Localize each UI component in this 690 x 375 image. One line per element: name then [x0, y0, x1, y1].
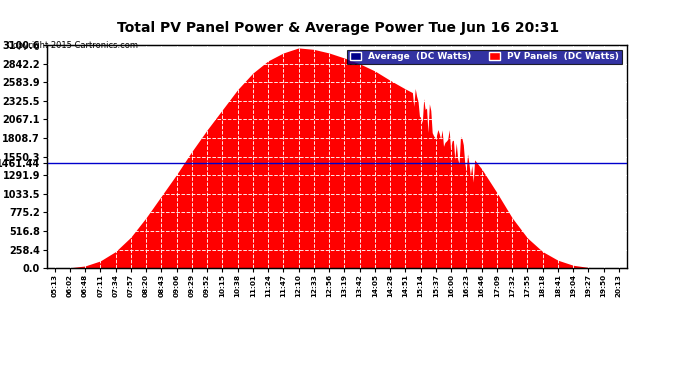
- Text: Copyright 2015 Cartronics.com: Copyright 2015 Cartronics.com: [7, 41, 138, 50]
- Legend: Average  (DC Watts), PV Panels  (DC Watts): Average (DC Watts), PV Panels (DC Watts): [347, 50, 622, 64]
- Text: Total PV Panel Power & Average Power Tue Jun 16 20:31: Total PV Panel Power & Average Power Tue…: [117, 21, 559, 34]
